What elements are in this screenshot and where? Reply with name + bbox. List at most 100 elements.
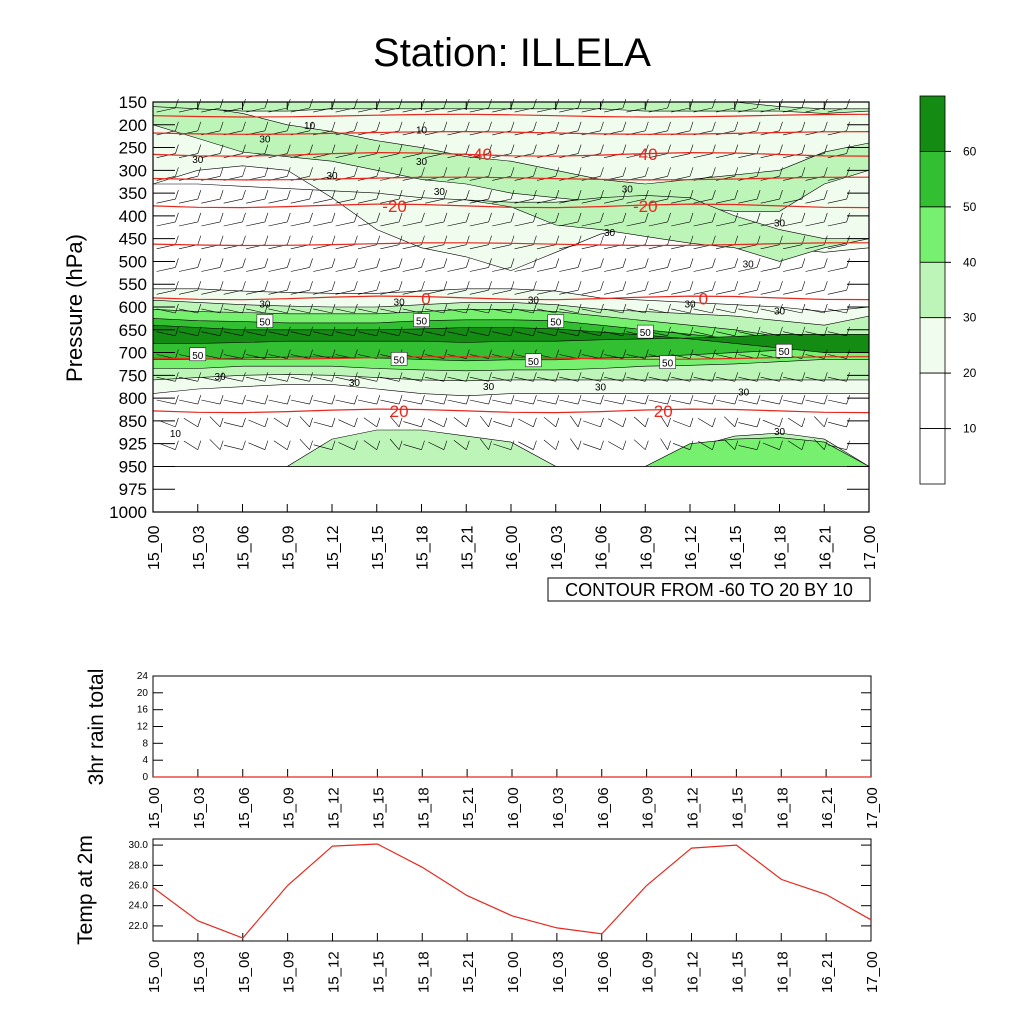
wind-barb [633, 439, 646, 450]
wind-barb [156, 399, 176, 405]
wind-barb-flag [824, 190, 828, 200]
wind-barb-flag [555, 144, 560, 154]
wind-barb-flag [398, 190, 403, 200]
wind-barb [828, 421, 847, 428]
panel-series-line [152, 843, 872, 939]
wind-barb [223, 267, 243, 272]
contour-label: 30 [215, 372, 227, 383]
wind-barb-flag [756, 258, 761, 268]
wind-barb [223, 376, 243, 382]
wind-barb [335, 399, 355, 405]
wind-barb [805, 331, 825, 337]
colorbar-label: 30 [963, 311, 977, 325]
wind-barb [246, 289, 265, 295]
wind-barb-flag [645, 395, 649, 405]
wind-barb-flag [689, 303, 694, 314]
wind-barb [604, 198, 623, 204]
wind-barb-flag [779, 395, 783, 405]
wind-barb [788, 440, 803, 450]
wind-barb [536, 198, 556, 204]
wind-barb [805, 289, 825, 295]
wind-barb [178, 176, 198, 181]
wind-barb-flag [197, 167, 202, 177]
wind-barb-flag [712, 395, 716, 405]
wind-barb-flag [309, 258, 313, 268]
contour-label: 50 [640, 328, 652, 339]
wind-barb [559, 376, 579, 382]
panel-x-tick-label: 16_00 [505, 787, 522, 829]
wind-barb-flag [488, 212, 492, 222]
wind-barb-flag [779, 303, 783, 314]
wind-barb-flag [577, 235, 582, 245]
wind-barb-flag [846, 326, 850, 336]
wind-barb [783, 153, 802, 158]
wind-barb-flag [421, 121, 425, 131]
wind-barb [447, 198, 467, 204]
contour-label: 50 [394, 355, 406, 366]
wind-barb [814, 416, 825, 428]
wind-barb-flag [175, 190, 179, 200]
wind-barb-flag [466, 144, 470, 154]
wind-barb-flag [510, 372, 515, 382]
wind-barb-flag [577, 417, 582, 427]
wind-barb-flag [466, 395, 470, 405]
isotherm-line [152, 203, 870, 209]
panel-y-tick-label: 20 [137, 688, 149, 699]
wind-barb-flag [756, 440, 761, 450]
wind-barb-flag [398, 281, 403, 291]
wind-barb-flag [421, 144, 425, 154]
wind-barb [715, 376, 735, 382]
x-tick-label: 16_21 [817, 525, 834, 570]
wind-barb-flag [577, 144, 582, 154]
wind-barb-flag [242, 167, 246, 177]
colorbar-label: 10 [963, 422, 977, 436]
panel-y-tick-label: 0 [142, 772, 148, 783]
wind-barb-flag [846, 281, 850, 291]
wind-barb [783, 267, 802, 272]
wind-barb-flag [219, 440, 224, 450]
wind-barb [447, 289, 467, 295]
wind-barb [805, 308, 825, 314]
wind-barb-flag [756, 281, 761, 291]
wind-barb-flag [287, 235, 291, 245]
wind-barb [209, 439, 221, 450]
panel-x-tick-label: 16_06 [595, 951, 612, 993]
wind-barb-flag [331, 121, 336, 131]
wind-barb [783, 399, 802, 405]
wind-barb-flag [600, 167, 604, 177]
wind-barb [453, 417, 467, 428]
wind-barb-flag [689, 417, 694, 427]
wind-barb-flag [488, 121, 492, 131]
wind-barb-flag [667, 190, 671, 200]
wind-barb [299, 416, 310, 428]
wind-barb-flag [600, 144, 604, 154]
wind-barb-flag [824, 258, 828, 268]
wind-barb [514, 198, 534, 204]
wind-barb [479, 415, 489, 428]
wind-barb [828, 444, 847, 450]
wind-barb-flag [734, 417, 739, 427]
wind-barb-flag [309, 190, 313, 200]
wind-barb-flag [175, 167, 179, 177]
isotherm-label: -40 [467, 145, 492, 164]
wind-barb [492, 176, 512, 181]
wind-barb-flag [309, 303, 313, 314]
wind-barb-flag [533, 326, 537, 336]
wind-barb [268, 331, 288, 337]
wind-barb [183, 418, 198, 428]
isotherm-label: 20 [654, 402, 673, 421]
wind-barb-flag [488, 395, 492, 405]
wind-barb-flag [555, 167, 560, 177]
wind-barb-flag [488, 144, 492, 154]
y-tick-label: 200 [119, 116, 147, 135]
wind-barb [268, 308, 288, 314]
x-tick-label: 16_18 [773, 525, 790, 570]
wind-barb [693, 354, 713, 359]
wind-barb-flag [756, 212, 761, 222]
wind-barb-flag [622, 303, 627, 314]
wind-barb-flag [510, 144, 515, 154]
wind-barb [760, 267, 780, 272]
wind-barb [402, 153, 422, 158]
contour-label: 30 [394, 298, 406, 309]
wind-barb [805, 107, 825, 113]
